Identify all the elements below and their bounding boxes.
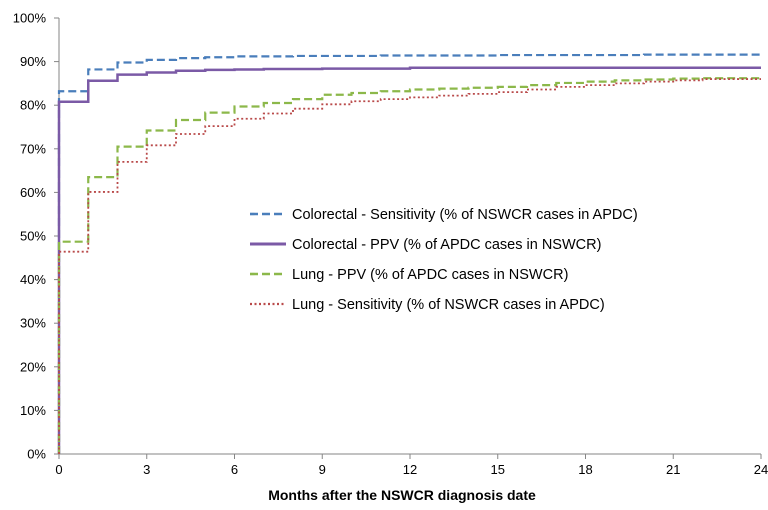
x-tick-label: 9 bbox=[319, 462, 326, 477]
y-tick-label: 0% bbox=[27, 447, 46, 462]
y-tick-label: 70% bbox=[20, 141, 46, 156]
series-line-4 bbox=[58, 78, 761, 454]
series-line-3 bbox=[57, 77, 761, 454]
y-tick-label: 100% bbox=[13, 11, 47, 26]
x-tick-label: 0 bbox=[55, 462, 62, 477]
legend-label-3: Lung - PPV (% of APDC cases in NSWCR) bbox=[292, 267, 568, 283]
x-tick-label: 3 bbox=[143, 462, 150, 477]
x-tick-label: 21 bbox=[666, 462, 680, 477]
x-axis-title: Months after the NSWCR diagnosis date bbox=[268, 487, 536, 503]
legend-label-4: Lung - Sensitivity (% of NSWCR cases in … bbox=[292, 297, 605, 313]
x-tick-label: 18 bbox=[578, 462, 592, 477]
x-tick-label: 12 bbox=[403, 462, 417, 477]
x-tick-label: 15 bbox=[491, 462, 505, 477]
y-tick-label: 10% bbox=[20, 403, 46, 418]
x-tick-labels: 0 3 6 9 12 15 18 21 24 bbox=[55, 462, 768, 477]
x-tick-label: 6 bbox=[231, 462, 238, 477]
legend-label-1: Colorectal - Sensitivity (% of NSWCR cas… bbox=[292, 207, 638, 223]
legend: Colorectal - Sensitivity (% of NSWCR cas… bbox=[250, 207, 638, 313]
y-tick-label: 50% bbox=[20, 229, 46, 244]
y-tick-label: 40% bbox=[20, 272, 46, 287]
series-line-2 bbox=[57, 66, 761, 454]
y-tick-label: 30% bbox=[20, 316, 46, 331]
x-tick-label: 24 bbox=[754, 462, 768, 477]
series-lines bbox=[57, 53, 761, 454]
y-tick-label: 80% bbox=[20, 98, 46, 113]
legend-label-2: Colorectal - PPV (% of APDC cases in NSW… bbox=[292, 237, 601, 253]
series-line-1 bbox=[57, 53, 761, 454]
y-tick-label: 20% bbox=[20, 359, 46, 374]
y-tick-label: 60% bbox=[20, 185, 46, 200]
y-tick-label: 90% bbox=[20, 54, 46, 69]
y-tick-labels: 0% 10% 20% 30% 40% 50% 60% 70% 80% 90% 100% bbox=[13, 11, 47, 462]
